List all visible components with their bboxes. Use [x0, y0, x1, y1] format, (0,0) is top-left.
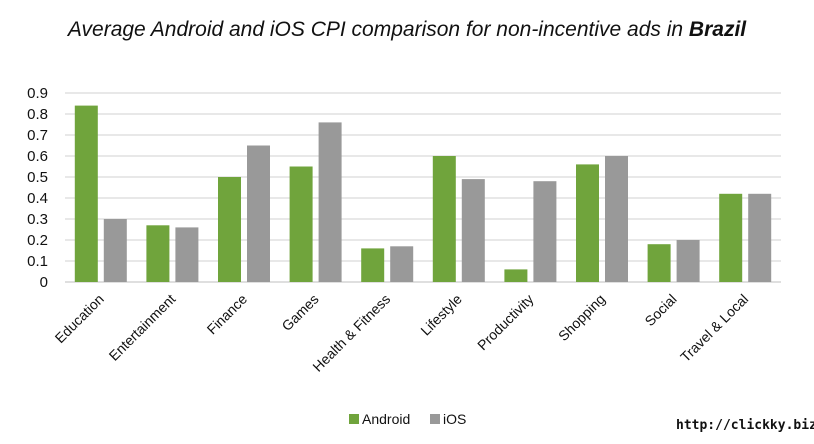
source-url: http://clickky.biz	[676, 418, 814, 433]
x-tick-label: Education	[52, 291, 107, 346]
y-tick-label: 0.9	[27, 85, 48, 102]
bar-ios	[676, 240, 700, 282]
y-tick-label: 0.8	[27, 106, 48, 123]
bar-ios	[103, 219, 127, 282]
x-tick-label: Shopping	[555, 291, 608, 344]
bar-android	[647, 244, 671, 282]
legend-label-ios: iOS	[443, 411, 466, 427]
chart-title-text: Average Android and iOS CPI comparison f…	[67, 18, 684, 41]
bar-ios	[533, 181, 557, 282]
y-tick-label: 0.1	[27, 253, 48, 270]
bar-android	[504, 269, 528, 282]
bar-android	[218, 177, 241, 282]
x-tick-label: Lifestyle	[417, 291, 465, 339]
bar-ios	[390, 246, 414, 282]
bar-android	[576, 164, 599, 282]
bar-android	[432, 156, 456, 282]
chart-title: Average Android and iOS CPI comparison f…	[0, 18, 814, 42]
bar-android	[74, 105, 98, 282]
x-tick-label: Social	[641, 291, 679, 329]
y-tick-label: 0.6	[27, 148, 48, 165]
legend-swatch-ios	[430, 414, 440, 424]
y-tick-label: 0	[40, 274, 48, 291]
x-tick-label: Productivity	[474, 291, 536, 353]
bar-ios	[318, 122, 342, 283]
y-tick-label: 0.5	[27, 169, 48, 186]
x-tick-label: Games	[278, 291, 321, 334]
y-tick-label: 0.7	[27, 127, 48, 144]
x-tick-label: Health & Fitness	[309, 291, 393, 375]
bar-ios	[247, 145, 270, 282]
chart-title-emphasis: Brazil	[688, 18, 747, 41]
legend-label-android: Android	[362, 411, 410, 427]
x-tick-label: Finance	[204, 291, 251, 338]
bar-android	[289, 166, 313, 282]
bar-ios	[605, 156, 628, 282]
bar-ios	[461, 179, 485, 282]
y-tick-label: 0.4	[27, 190, 48, 207]
x-tick-label: Travel & Local	[677, 291, 751, 365]
legend-swatch-android	[349, 414, 359, 424]
y-tick-label: 0.2	[27, 232, 48, 249]
y-tick-label: 0.3	[27, 211, 48, 228]
x-tick-label: Entertainment	[106, 291, 179, 364]
bar-android	[719, 193, 743, 282]
bar-ios	[748, 193, 772, 282]
bar-ios	[175, 227, 199, 282]
bar-android	[361, 248, 385, 282]
bar-android	[146, 225, 170, 282]
